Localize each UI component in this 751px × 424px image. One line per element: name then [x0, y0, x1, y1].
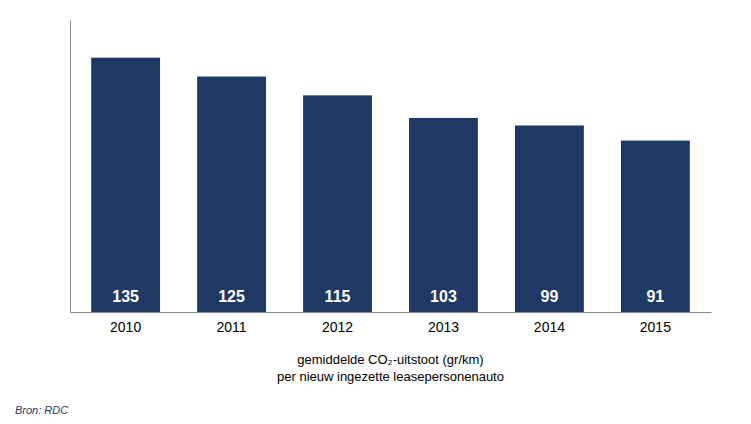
bar: [409, 118, 478, 312]
x-tick: 2015: [640, 319, 671, 335]
x-tick-label: 2012: [322, 319, 353, 335]
x-axis-line: [71, 312, 712, 313]
x-tick: 2010: [110, 319, 141, 335]
x-tick: 2012: [322, 319, 353, 335]
x-axis-title: gemiddelde CO₂-uitstoot (gr/km) per nieuw…: [277, 352, 504, 384]
x-tick-label: 2011: [217, 319, 247, 335]
bar: [303, 95, 372, 312]
source-note: Bron: RDC: [15, 404, 68, 416]
x-tick-label: 2010: [110, 319, 141, 335]
x-tick: 2013: [428, 319, 459, 335]
y-axis-line: [70, 21, 71, 313]
x-tick: 2014: [534, 319, 565, 335]
x-axis-title-line: per nieuw ingezette leasepersonenauto: [277, 369, 504, 384]
bar: [621, 141, 690, 312]
bar: [91, 58, 160, 312]
bar: [197, 77, 266, 312]
x-axis: 2010 2011 2012 2013 2014 2015: [71, 313, 712, 335]
data-label: 135: [112, 288, 139, 305]
x-tick: 2011: [217, 319, 247, 335]
data-label: 91: [646, 288, 664, 305]
x-tick-label: 2013: [428, 319, 459, 335]
data-label: 125: [218, 288, 245, 305]
x-tick-label: 2014: [534, 319, 565, 335]
bar: [515, 125, 584, 312]
x-tick-label: 2015: [640, 319, 671, 335]
data-label: 115: [325, 288, 351, 305]
y-axis: [70, 21, 71, 313]
chart: 135 125 115 103 99 91 2010 2011 2012 2013 2014 2015…: [0, 0, 751, 424]
plot: 135 125 115 103 99 91 2010 2011 2012 2013 2014 2015: [71, 21, 712, 335]
data-labels: 135 125 115 103 99 91: [112, 288, 664, 305]
data-label: 99: [541, 288, 559, 305]
bars: [91, 58, 690, 312]
data-label: 103: [430, 288, 457, 305]
x-axis-title-line: gemiddelde CO₂-uitstoot (gr/km): [297, 352, 483, 367]
